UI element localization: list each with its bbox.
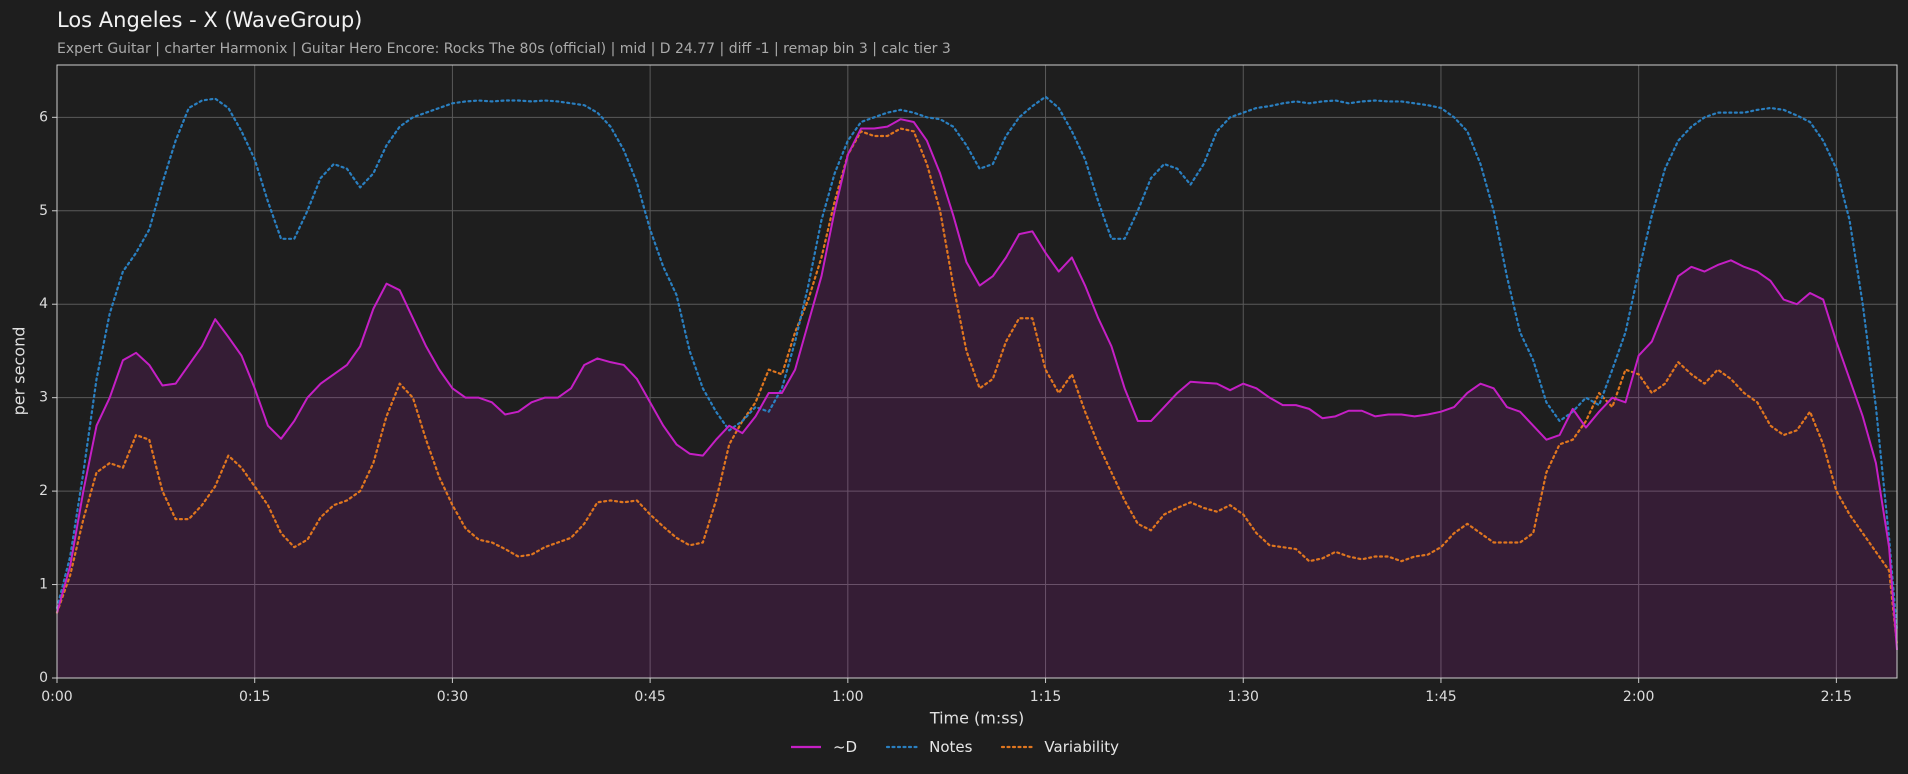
- y-tick-label: 5: [39, 203, 48, 219]
- series-line: [56, 118, 1898, 651]
- legend-swatch: [1001, 745, 1034, 749]
- x-tick-label: 2:15: [1821, 689, 1852, 705]
- plot-data: [55, 95, 1899, 678]
- x-tick-label: 1:30: [1228, 689, 1259, 705]
- x-tick-label: 1:15: [1030, 689, 1061, 705]
- x-tick-label: 1:00: [832, 689, 863, 705]
- legend-item: Variability: [1000, 738, 1119, 756]
- x-tick-label: 2:00: [1623, 689, 1654, 705]
- legend-swatch: [885, 745, 919, 749]
- series-area: [57, 119, 1897, 678]
- x-tick-label: 1:45: [1425, 689, 1456, 705]
- x-tick-label: 0:15: [239, 689, 270, 705]
- x-tick-label: 0:00: [41, 689, 72, 705]
- legend-swatch: [790, 745, 821, 749]
- y-tick-label: 1: [39, 577, 48, 593]
- x-tick-label: 0:45: [634, 689, 665, 705]
- legend-label: Notes: [929, 738, 973, 756]
- y-axis-label: per second: [10, 327, 29, 416]
- y-tick-label: 4: [39, 296, 48, 312]
- x-axis-label: Time (m:ss): [929, 709, 1024, 728]
- x-tick-label: 0:30: [437, 689, 468, 705]
- legend-item: ~D: [789, 738, 857, 756]
- legend-label: ~D: [832, 738, 858, 756]
- series-line: [55, 95, 1899, 633]
- series-line: [55, 127, 1899, 647]
- y-tick-label: 2: [39, 483, 48, 499]
- plot-frame: [56, 64, 1898, 679]
- chart-title: Los Angeles - X (WaveGroup): [57, 8, 362, 32]
- y-tick-label: 0: [39, 670, 48, 686]
- legend-label: Variability: [1044, 738, 1120, 756]
- legend-item: Notes: [885, 738, 972, 756]
- legend: ~D Notes Variability: [0, 732, 1908, 762]
- y-tick-label: 6: [39, 109, 48, 125]
- chart-subtitle: Expert Guitar | charter Harmonix | Guita…: [57, 41, 951, 57]
- y-tick-label: 3: [39, 390, 48, 406]
